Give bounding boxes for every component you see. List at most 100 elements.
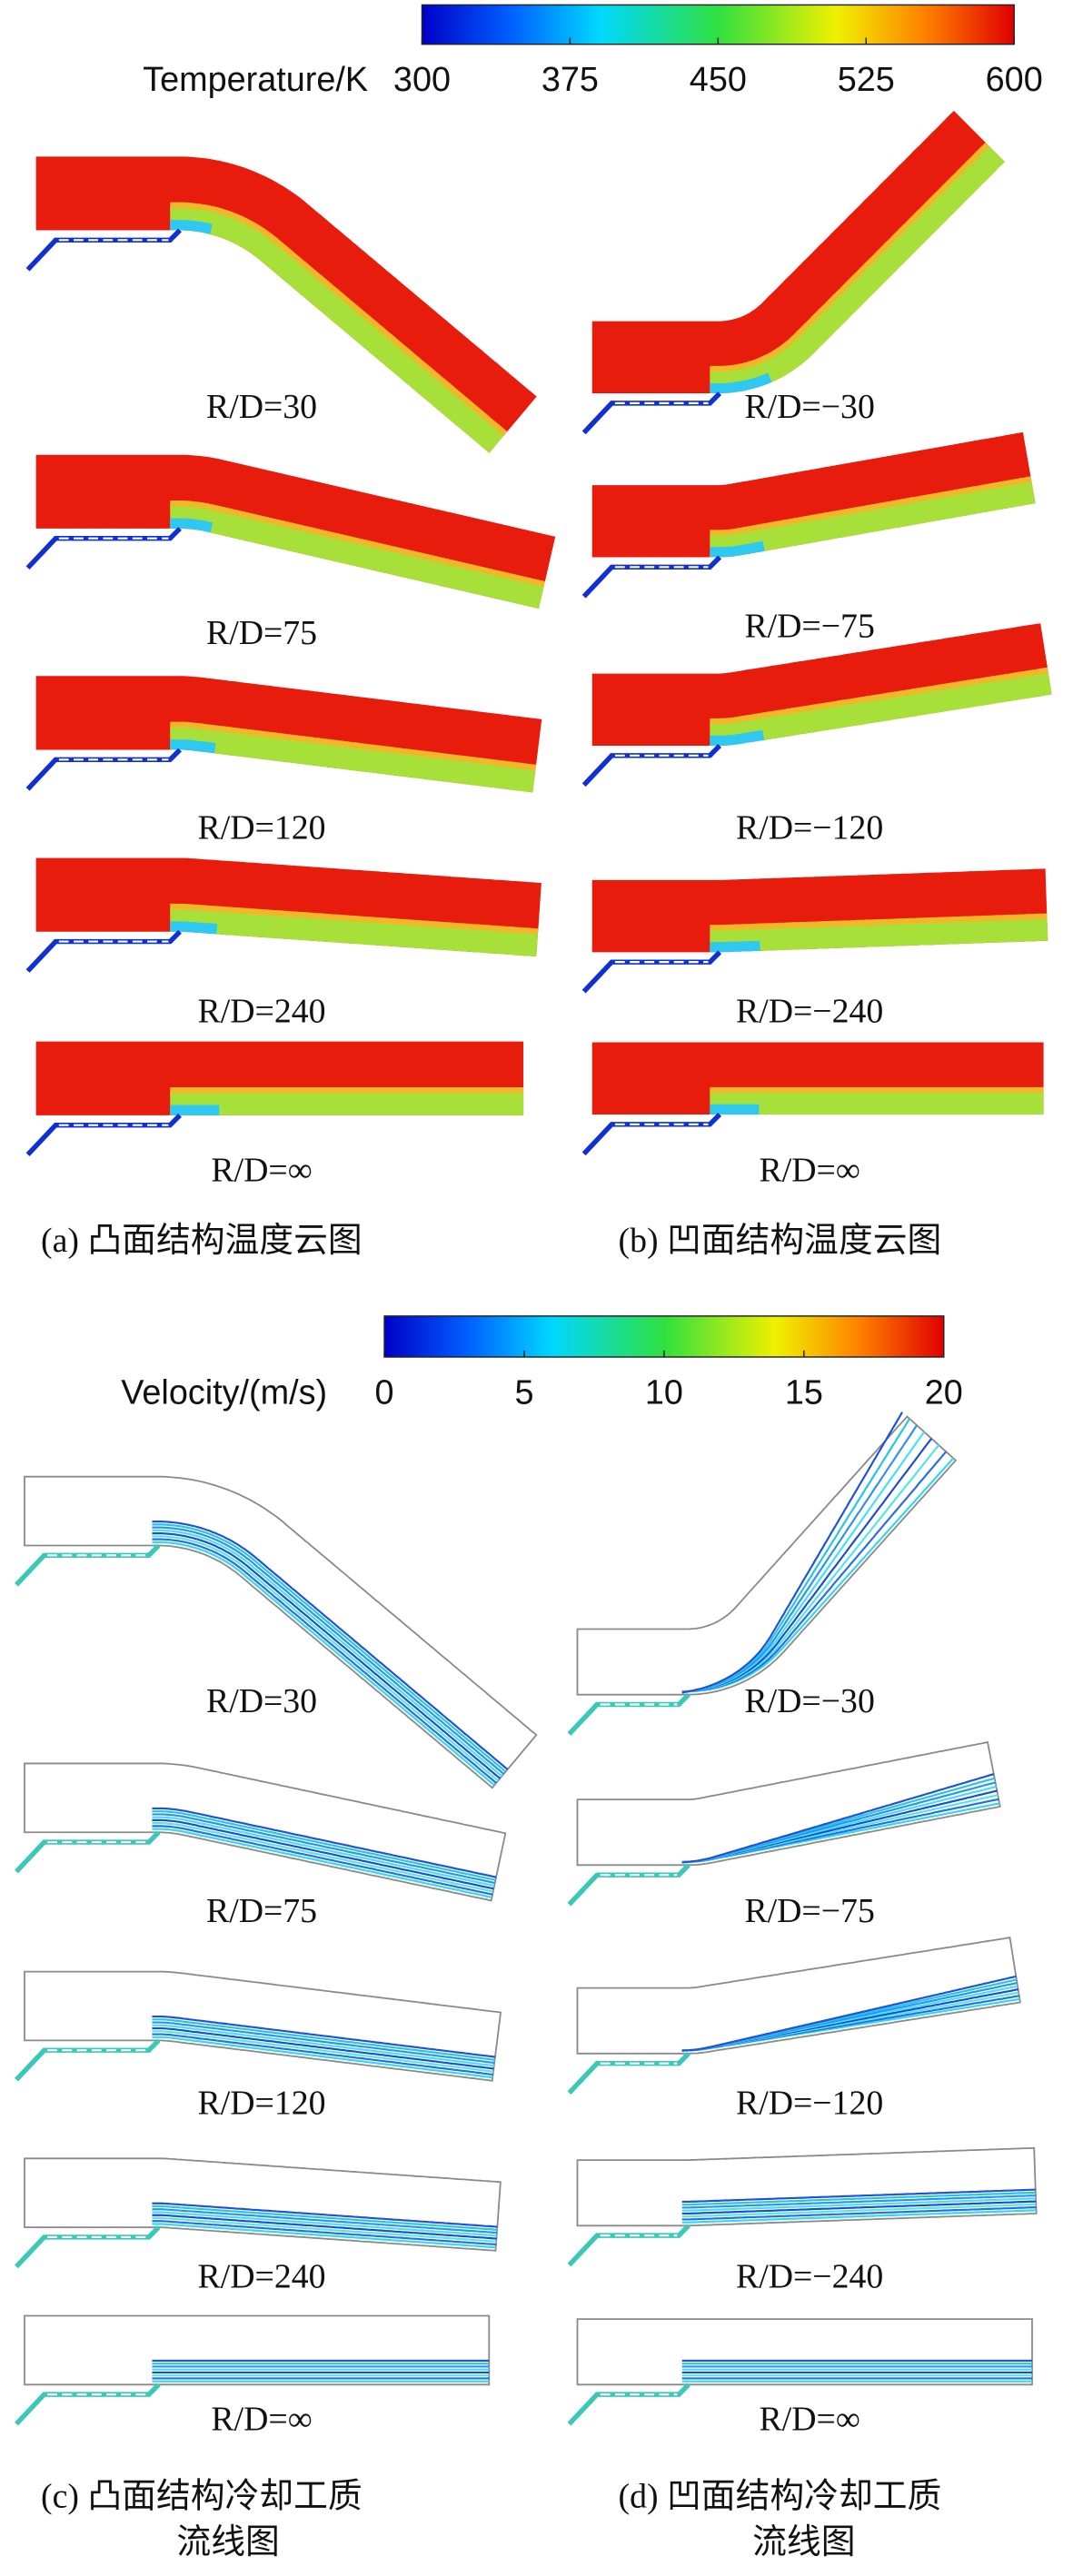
streamline (152, 1541, 495, 1787)
streamline (152, 1532, 502, 1779)
temperature-field (710, 540, 765, 558)
temperature-field (170, 739, 216, 754)
duct-outline (576, 1415, 958, 1696)
temperature-field (591, 431, 1036, 558)
panel-label: R/D=−240 (736, 2257, 883, 2295)
streamline (152, 2204, 498, 2231)
duct-outline (576, 1740, 1001, 1867)
colorbar-label: Temperature/K (143, 61, 368, 99)
colorbar-tick-label: 10 (645, 1373, 683, 1412)
temperature-field (710, 940, 760, 953)
panel-label: R/D=240 (198, 993, 326, 1031)
streamline (152, 1818, 494, 1890)
streamline (681, 1773, 995, 1864)
temperature-field (710, 918, 1048, 953)
coolant-pipe (15, 2038, 161, 2082)
panel-label: R/D=−75 (744, 608, 874, 646)
temperature-field (710, 913, 1048, 933)
temperature-field (170, 208, 504, 453)
temperature-field (591, 110, 1005, 394)
streamline (152, 2033, 493, 2076)
caption: (b) 凹面结构温度云图 (619, 1222, 942, 1260)
streamline (681, 2203, 1037, 2218)
coolant-pipe (581, 950, 722, 994)
streamline (681, 1457, 955, 1693)
duct-outline (24, 1970, 502, 2082)
streamline (152, 1822, 493, 1893)
panel-label: R/D=−120 (736, 2084, 883, 2122)
colorbar-tick-label: 15 (785, 1373, 823, 1412)
streamline (681, 1412, 903, 1694)
streamline (681, 2197, 1037, 2212)
streamline (152, 2214, 497, 2240)
streamline (681, 1444, 940, 1693)
streamline (681, 2205, 1037, 2221)
streamline (681, 1418, 911, 1694)
streamline (152, 2223, 496, 2249)
panel-label: R/D=−30 (744, 1682, 874, 1720)
panel-label: R/D=240 (198, 2257, 326, 2295)
temperature-field (710, 481, 1036, 558)
temperature-field (170, 921, 218, 935)
colorbar-tick-label: 20 (925, 1373, 963, 1412)
duct-outline (24, 2314, 491, 2386)
temperature-field (170, 518, 214, 533)
colorbar-tick-label: 0 (375, 1373, 394, 1412)
temperature-field (170, 903, 539, 936)
streamline (152, 1535, 499, 1782)
streamline (152, 2036, 493, 2079)
streamline (681, 2191, 1036, 2206)
streamline (152, 1816, 495, 1887)
streamline (152, 1810, 496, 1881)
temperature-field (170, 909, 538, 957)
coolant-pipe (567, 2224, 690, 2267)
panels (15, 110, 1052, 2426)
temperature-field (710, 729, 765, 746)
panel-label: R/D=−120 (736, 808, 883, 847)
panel-label: R/D=−75 (744, 1892, 874, 1930)
panel-label: R/D=120 (198, 2084, 326, 2122)
coolant-pipe (581, 1113, 722, 1156)
panel-label: R/D=−240 (736, 993, 883, 1031)
coolant-pipe (581, 555, 722, 599)
temperature-field (710, 1104, 760, 1115)
streamline (152, 1538, 497, 1784)
panel-label: R/D=−30 (744, 388, 874, 426)
temperature-field (170, 220, 213, 235)
streamline (152, 2208, 497, 2234)
streamline (152, 1828, 492, 1898)
caption: (c) 凸面结构冷却工质 (41, 2477, 363, 2515)
streamline (152, 1825, 493, 1896)
colorbar-tick-label: 600 (986, 61, 1043, 99)
panel-label: R/D=∞ (211, 1152, 312, 1190)
streamline (152, 2026, 494, 2070)
streamline (681, 1975, 1017, 2052)
streamline (152, 1526, 505, 1775)
panel-label: R/D=∞ (760, 1152, 860, 1190)
colorbar-tick-label: 300 (393, 61, 451, 99)
coolant-pipe (25, 1113, 182, 1157)
temperature-field (170, 506, 544, 609)
streamline (152, 2220, 497, 2246)
streamline (681, 1438, 933, 1693)
panel-label: R/D=120 (198, 808, 326, 847)
streamline (152, 2202, 498, 2228)
duct-outline (576, 2146, 1038, 2227)
coolant-pipe (15, 2383, 161, 2426)
caption: 流线图 (176, 2523, 279, 2561)
coolant-pipe (567, 1692, 690, 1736)
streamline (152, 2030, 494, 2073)
panel-label: R/D=∞ (760, 2400, 860, 2438)
duct-outline (576, 2318, 1033, 2386)
streamline (681, 2188, 1036, 2204)
panel-label: R/D=30 (206, 388, 317, 426)
coolant-pipe (581, 744, 722, 788)
panel-label: R/D=75 (206, 614, 317, 652)
streamline (152, 2015, 496, 2058)
colorbar-tick-label: 375 (541, 61, 599, 99)
streamline (152, 1521, 509, 1770)
coolant-pipe (581, 391, 722, 435)
temperature-field (170, 728, 536, 793)
colorbar-tick-label: 5 (514, 1373, 533, 1412)
